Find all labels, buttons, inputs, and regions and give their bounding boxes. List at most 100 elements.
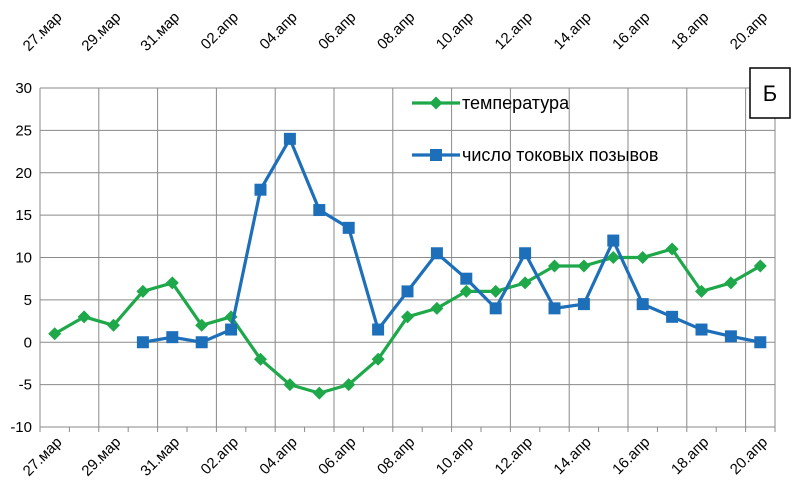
- x-tick-label-bottom: 12.апр: [492, 434, 536, 478]
- temperature-point: [665, 242, 679, 256]
- x-tick-label-top: 31.мар: [137, 9, 183, 55]
- calls-count-point: [695, 323, 708, 336]
- y-tick-label: 15: [15, 207, 32, 224]
- x-tick-label-top-group: 29.мар: [78, 9, 124, 55]
- x-tick-label-bottom-group: 04.апр: [256, 434, 300, 478]
- axes: [39, 88, 776, 432]
- x-axis-tick-labels-top: 27.мар 29.мар 31.мар 02.апр 04.апр 06.апр 08.а…: [20, 9, 771, 55]
- x-tick-label-bottom: 18.апр: [668, 434, 712, 478]
- temperature-point: [548, 259, 561, 273]
- x-tick-label-top: 16.апр: [609, 9, 653, 53]
- x-tick-label-bottom-group: 27.мар: [20, 434, 66, 480]
- x-tick-label-bottom: 08.апр: [374, 434, 418, 478]
- calls-count-point: [195, 336, 208, 349]
- x-tick-label-bottom-group: 06.апр: [315, 434, 359, 478]
- x-tick-label-bottom-group: 29.мар: [78, 434, 124, 480]
- series-calls-count: [136, 132, 767, 349]
- calls-count-point: [636, 298, 649, 311]
- legend-calls-count-point: [430, 149, 442, 161]
- x-tick-label-bottom-group: 10.апр: [433, 434, 477, 478]
- temperature-point: [606, 251, 620, 264]
- series-group: [48, 132, 767, 400]
- x-tick-label-top: 18.апр: [668, 9, 712, 53]
- x-tick-label-top-group: 16.апр: [609, 9, 653, 53]
- x-tick-label-top-group: 14.апр: [550, 9, 594, 53]
- temperature-point: [753, 259, 767, 273]
- x-tick-label-bottom-group: 02.апр: [198, 434, 242, 478]
- x-tick-label-top-group: 12.апр: [492, 9, 536, 53]
- calls-count-point: [519, 247, 532, 260]
- x-tick-label-top-group: 06.апр: [315, 9, 359, 53]
- x-tick-label-bottom: 06.апр: [315, 434, 359, 478]
- calls-count-point: [401, 285, 414, 298]
- legend-label-calls-count: число токовых позывов: [462, 145, 658, 165]
- temperature-point: [342, 378, 356, 392]
- x-tick-label-bottom-group: 31.мар: [137, 434, 183, 480]
- legend-label-temperature: температура: [462, 93, 570, 113]
- calls-count-point: [607, 234, 620, 247]
- temperature-point: [577, 259, 591, 273]
- x-tick-label-bottom-group: 12.апр: [492, 434, 536, 478]
- legend-temperature-point: [429, 96, 443, 110]
- temperature-point: [283, 378, 297, 392]
- y-tick-label: 10: [15, 250, 32, 267]
- x-tick-label-top-group: 20.апр: [727, 9, 771, 53]
- temperature-point: [136, 284, 150, 298]
- x-tick-label-bottom-group: 08.апр: [374, 434, 418, 478]
- x-tick-label-top: 27.мар: [20, 9, 66, 55]
- temperature-point: [724, 276, 738, 290]
- calls-count-point: [283, 132, 296, 145]
- temperature-point: [489, 284, 503, 298]
- panel-label-box: Б: [749, 67, 791, 119]
- x-tick-label-top: 14.апр: [550, 9, 594, 53]
- x-tick-label-top: 20.апр: [727, 9, 771, 53]
- x-tick-label-bottom-group: 20.апр: [727, 434, 771, 478]
- x-tick-label-bottom: 29.мар: [78, 434, 124, 480]
- temperature-point: [107, 318, 120, 332]
- series-line-calls-count: [142, 137, 761, 344]
- y-tick-label: -5: [19, 377, 32, 394]
- grid-lines: [40, 87, 775, 428]
- calls-count-point: [372, 323, 385, 336]
- calls-count-point: [754, 336, 767, 349]
- calls-count-point: [724, 330, 737, 343]
- x-tick-label-bottom: 27.мар: [20, 434, 66, 480]
- x-tick-label-top: 10.апр: [433, 9, 477, 53]
- y-tick-label: 30: [15, 80, 32, 97]
- x-axis-tick-labels-bottom: 27.мар 29.мар 31.мар 02.апр 04.апр 06.апр 08.а…: [20, 434, 771, 480]
- series-temperature: [48, 242, 767, 400]
- temperature-point: [312, 386, 326, 400]
- x-tick-label-bottom: 02.апр: [198, 434, 242, 478]
- temperature-point: [459, 284, 473, 298]
- panel-label: Б: [763, 81, 777, 106]
- temperature-point: [195, 318, 209, 332]
- x-tick-label-top: 08.апр: [374, 9, 418, 53]
- x-tick-label-top-group: 08.апр: [374, 9, 418, 53]
- x-tick-label-bottom: 31.мар: [137, 434, 183, 480]
- y-tick-label: 5: [24, 292, 32, 309]
- x-tick-label-bottom: 20.апр: [727, 434, 771, 478]
- calls-count-point: [254, 183, 267, 196]
- calls-count-point: [489, 302, 502, 315]
- x-tick-label-top: 04.апр: [256, 9, 300, 53]
- x-tick-label-bottom-group: 16.апр: [609, 434, 653, 478]
- x-tick-label-bottom: 04.апр: [256, 434, 300, 478]
- x-tick-label-bottom: 14.апр: [550, 434, 594, 478]
- x-tick-label-top: 12.апр: [492, 9, 536, 53]
- y-tick-label: -10: [10, 419, 32, 436]
- y-axis-tick-labels: -10 -5 0 5 10 15 20 25 30: [10, 80, 32, 436]
- x-tick-label-top: 06.апр: [315, 9, 359, 53]
- calls-count-point: [225, 323, 238, 336]
- x-tick-label-bottom-group: 14.апр: [550, 434, 594, 478]
- x-tick-label-bottom: 10.апр: [433, 434, 477, 478]
- temperature-point: [695, 284, 708, 298]
- temperature-point: [430, 301, 444, 315]
- temperature-point: [401, 310, 414, 324]
- x-tick-label-top-group: 18.апр: [668, 9, 712, 53]
- y-tick-label: 20: [15, 165, 32, 182]
- calls-count-point: [166, 331, 179, 344]
- calls-count-point: [666, 310, 679, 323]
- temperature-point: [77, 310, 91, 324]
- x-tick-label-bottom-group: 18.апр: [668, 434, 712, 478]
